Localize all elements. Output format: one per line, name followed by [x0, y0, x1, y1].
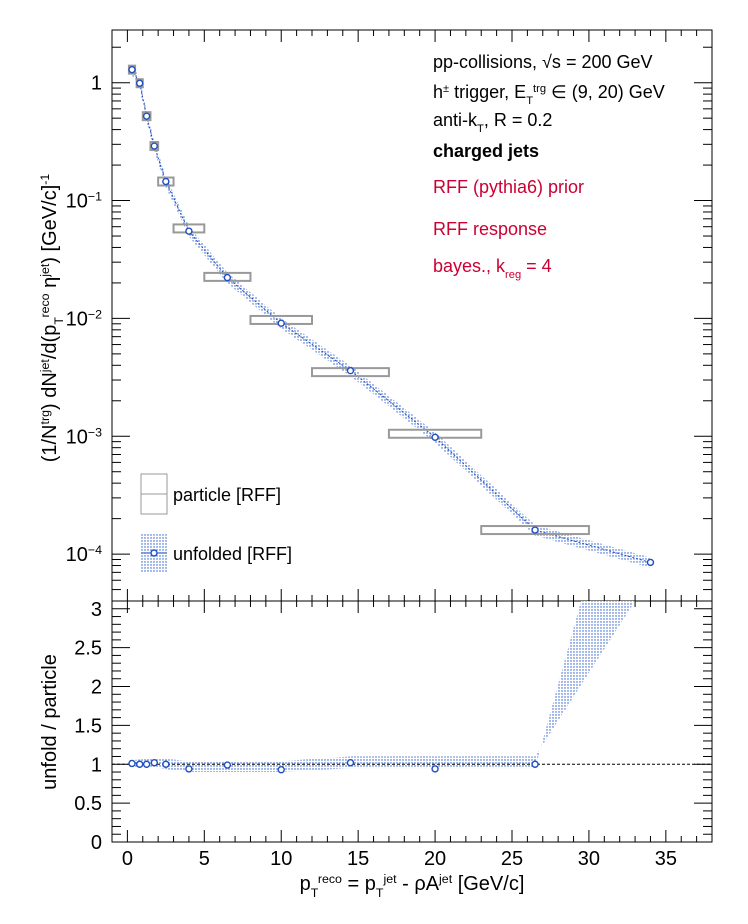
particle-box: [141, 111, 152, 122]
annotation-text: anti-kT, R = 0.2: [433, 110, 552, 135]
y-tick-label: 0.5: [74, 793, 102, 815]
x-axis-label: pTreco = pTjet - ρAjet [GeV/c]: [300, 872, 525, 900]
ratio-point: [346, 759, 355, 767]
y-tick-label: 2: [91, 677, 102, 699]
ratio-point: [142, 760, 151, 768]
annotation-text: charged jets: [433, 141, 539, 161]
y-tick-label: 3: [91, 599, 102, 621]
particle-box: [480, 525, 590, 536]
annotation-text: RFF response: [433, 219, 547, 239]
unfolded-point: [277, 319, 285, 327]
unfolded-point: [185, 227, 193, 235]
ratio-panel: 0 5 10 15 20 25 30 35 0 0.5 1 1.5 2 2.5 3: [74, 599, 713, 870]
y-tick-label: 10−3: [66, 425, 102, 448]
unfolded-point: [431, 433, 439, 441]
ratio-point: [277, 766, 285, 774]
y-tick-label: 1: [91, 73, 102, 95]
unfolded-point: [346, 366, 355, 375]
ratio-point: [431, 765, 439, 773]
y-tick-label: 1: [91, 754, 102, 776]
ratio-point: [531, 760, 539, 768]
x-tick-label: 25: [501, 848, 523, 870]
y-tick-label: 2.5: [74, 638, 102, 660]
bottom-frame: [111, 600, 713, 843]
y-tick-label: 10−2: [66, 307, 102, 330]
x-tick-label: 0: [122, 848, 133, 870]
ratio-point: [162, 760, 170, 768]
bottom-y-axis-label: unfold / particle: [39, 654, 61, 790]
x-tick-label: 20: [424, 848, 446, 870]
particle-box: [157, 176, 175, 187]
unfolded-point: [646, 558, 655, 567]
x-tick-label: 30: [578, 848, 600, 870]
y-tick-label: 0: [91, 832, 102, 854]
legend-label: particle [RFF]: [173, 485, 281, 505]
unfolded-point: [142, 112, 151, 120]
x-tick-label: 10: [270, 848, 292, 870]
unfolded-point: [128, 65, 136, 74]
ratio-point: [185, 765, 193, 773]
ratio-point: [135, 760, 144, 768]
x-tick-label: 5: [199, 848, 210, 870]
axis-labels: (1/Ntrg) dNjet/d(pTreco ηjet) [GeV/c]-1 u…: [38, 174, 524, 900]
x-tick-label: 15: [347, 848, 369, 870]
unfolded-line: [131, 69, 651, 563]
unfolded-point: [150, 142, 159, 150]
y-tick-label: 1.5: [74, 715, 102, 737]
annotation-text: h± trigger, ETtrg ∈ (9, 20) GeV: [433, 82, 665, 107]
top-frame: [111, 29, 713, 602]
annotation-text: pp-collisions, √s = 200 GeV: [433, 52, 653, 72]
ratio-point: [128, 759, 136, 768]
y-tick-label: 10−1: [66, 190, 102, 213]
unfolded-point: [223, 273, 232, 282]
legend-unfolded-marker: [150, 549, 158, 557]
top-y-axis-label: (1/Ntrg) dNjet/d(pTreco ηjet) [GeV/c]-1: [38, 174, 66, 463]
ratio-point: [223, 761, 232, 769]
x-tick-label: 35: [655, 848, 677, 870]
annotation-text: RFF (pythia6) prior: [433, 177, 584, 197]
particle-box: [149, 141, 160, 152]
unfolded-point: [162, 177, 170, 186]
legend-label: unfolded [RFF]: [173, 544, 292, 564]
ratio-point: [150, 759, 159, 767]
spectrum-panel: 1 10−1 10−2 10−3 10−4 pp-collisions, √s = 200…: [66, 29, 713, 602]
annotation-text: bayes., kreg = 4: [433, 256, 552, 281]
unfolded-point: [531, 526, 539, 534]
ratio-uncertainty-band: [128, 601, 636, 773]
unfolded-point: [135, 79, 144, 87]
y-tick-label: 10−4: [66, 543, 102, 566]
